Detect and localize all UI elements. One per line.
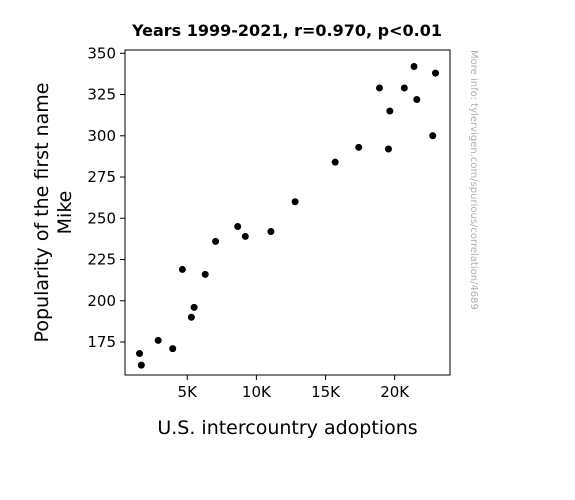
- data-point: [178, 265, 186, 273]
- data-point: [355, 143, 363, 151]
- y-tick-label: 275: [87, 168, 116, 186]
- data-point: [169, 345, 177, 353]
- chart-title: Years 1999-2021, r=0.970, p<0.01: [131, 21, 442, 40]
- data-point: [384, 145, 392, 153]
- plot-frame: [124, 49, 451, 376]
- y-tick-label: 350: [87, 44, 116, 62]
- data-point: [154, 336, 162, 344]
- y-tick-label: 250: [87, 209, 116, 227]
- x-axis-label: U.S. intercountry adoptions: [157, 417, 417, 439]
- data-point: [267, 227, 275, 235]
- data-point: [429, 132, 437, 140]
- data-point: [291, 198, 299, 206]
- data-points: [136, 62, 439, 369]
- y-tick-label: 225: [87, 251, 116, 269]
- data-point: [410, 62, 418, 70]
- data-point: [190, 303, 198, 311]
- y-tick-label: 300: [87, 127, 116, 145]
- data-point: [201, 270, 209, 278]
- y-tick-label: 200: [87, 292, 116, 310]
- data-point: [400, 84, 408, 92]
- plot-area: [124, 49, 451, 376]
- watermark-text: More info: tylervigen.com/spurious/corre…: [468, 50, 479, 310]
- y-axis-label-line-2: Mike: [54, 191, 76, 235]
- data-point: [413, 95, 421, 103]
- x-axis: 5K 10K 15K 20K: [178, 375, 410, 401]
- data-point: [136, 350, 144, 358]
- x-tick-label: 5K: [178, 383, 199, 401]
- data-point: [234, 223, 242, 231]
- x-tick-label: 20K: [380, 383, 410, 401]
- y-axis-label: Popularity of the first name Mike: [31, 83, 76, 343]
- data-point: [212, 237, 220, 245]
- y-axis-label-line-1: Popularity of the first name: [31, 83, 53, 343]
- data-point: [386, 107, 394, 115]
- data-point: [431, 69, 439, 77]
- watermark-group: More info: tylervigen.com/spurious/corre…: [468, 50, 479, 310]
- y-tick-label: 175: [87, 333, 116, 351]
- data-point: [375, 84, 383, 92]
- x-tick-label: 10K: [242, 383, 272, 401]
- y-tick-label: 325: [87, 86, 116, 104]
- data-point: [187, 313, 195, 321]
- y-axis: 175 200 225 250 275 300 325 350: [87, 44, 125, 351]
- data-point: [241, 232, 249, 240]
- data-point: [137, 361, 145, 369]
- x-tick-label: 15K: [311, 383, 341, 401]
- data-point: [331, 158, 339, 166]
